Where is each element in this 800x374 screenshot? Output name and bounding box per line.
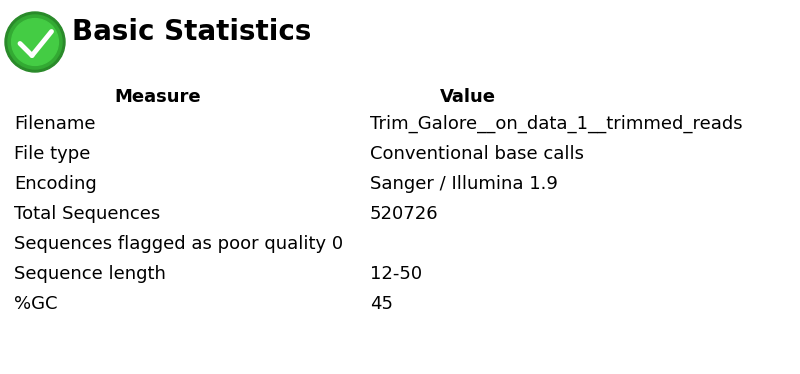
Text: %GC: %GC <box>14 295 58 313</box>
Text: Total Sequences: Total Sequences <box>14 205 160 223</box>
Text: 520726: 520726 <box>370 205 438 223</box>
Text: 45: 45 <box>370 295 393 313</box>
Text: Trim_Galore__on_data_1__trimmed_reads: Trim_Galore__on_data_1__trimmed_reads <box>370 115 742 133</box>
Text: Encoding: Encoding <box>14 175 97 193</box>
Text: 12-50: 12-50 <box>370 265 422 283</box>
Text: Basic Statistics: Basic Statistics <box>72 18 311 46</box>
Text: Value: Value <box>440 88 496 106</box>
Text: Sequence length: Sequence length <box>14 265 166 283</box>
Text: File type: File type <box>14 145 90 163</box>
Text: Sanger / Illumina 1.9: Sanger / Illumina 1.9 <box>370 175 558 193</box>
Circle shape <box>11 19 58 65</box>
Text: Measure: Measure <box>114 88 202 106</box>
Circle shape <box>5 12 65 72</box>
Text: Conventional base calls: Conventional base calls <box>370 145 584 163</box>
Text: Filename: Filename <box>14 115 95 133</box>
Text: Sequences flagged as poor quality 0: Sequences flagged as poor quality 0 <box>14 235 343 253</box>
Circle shape <box>8 15 62 69</box>
